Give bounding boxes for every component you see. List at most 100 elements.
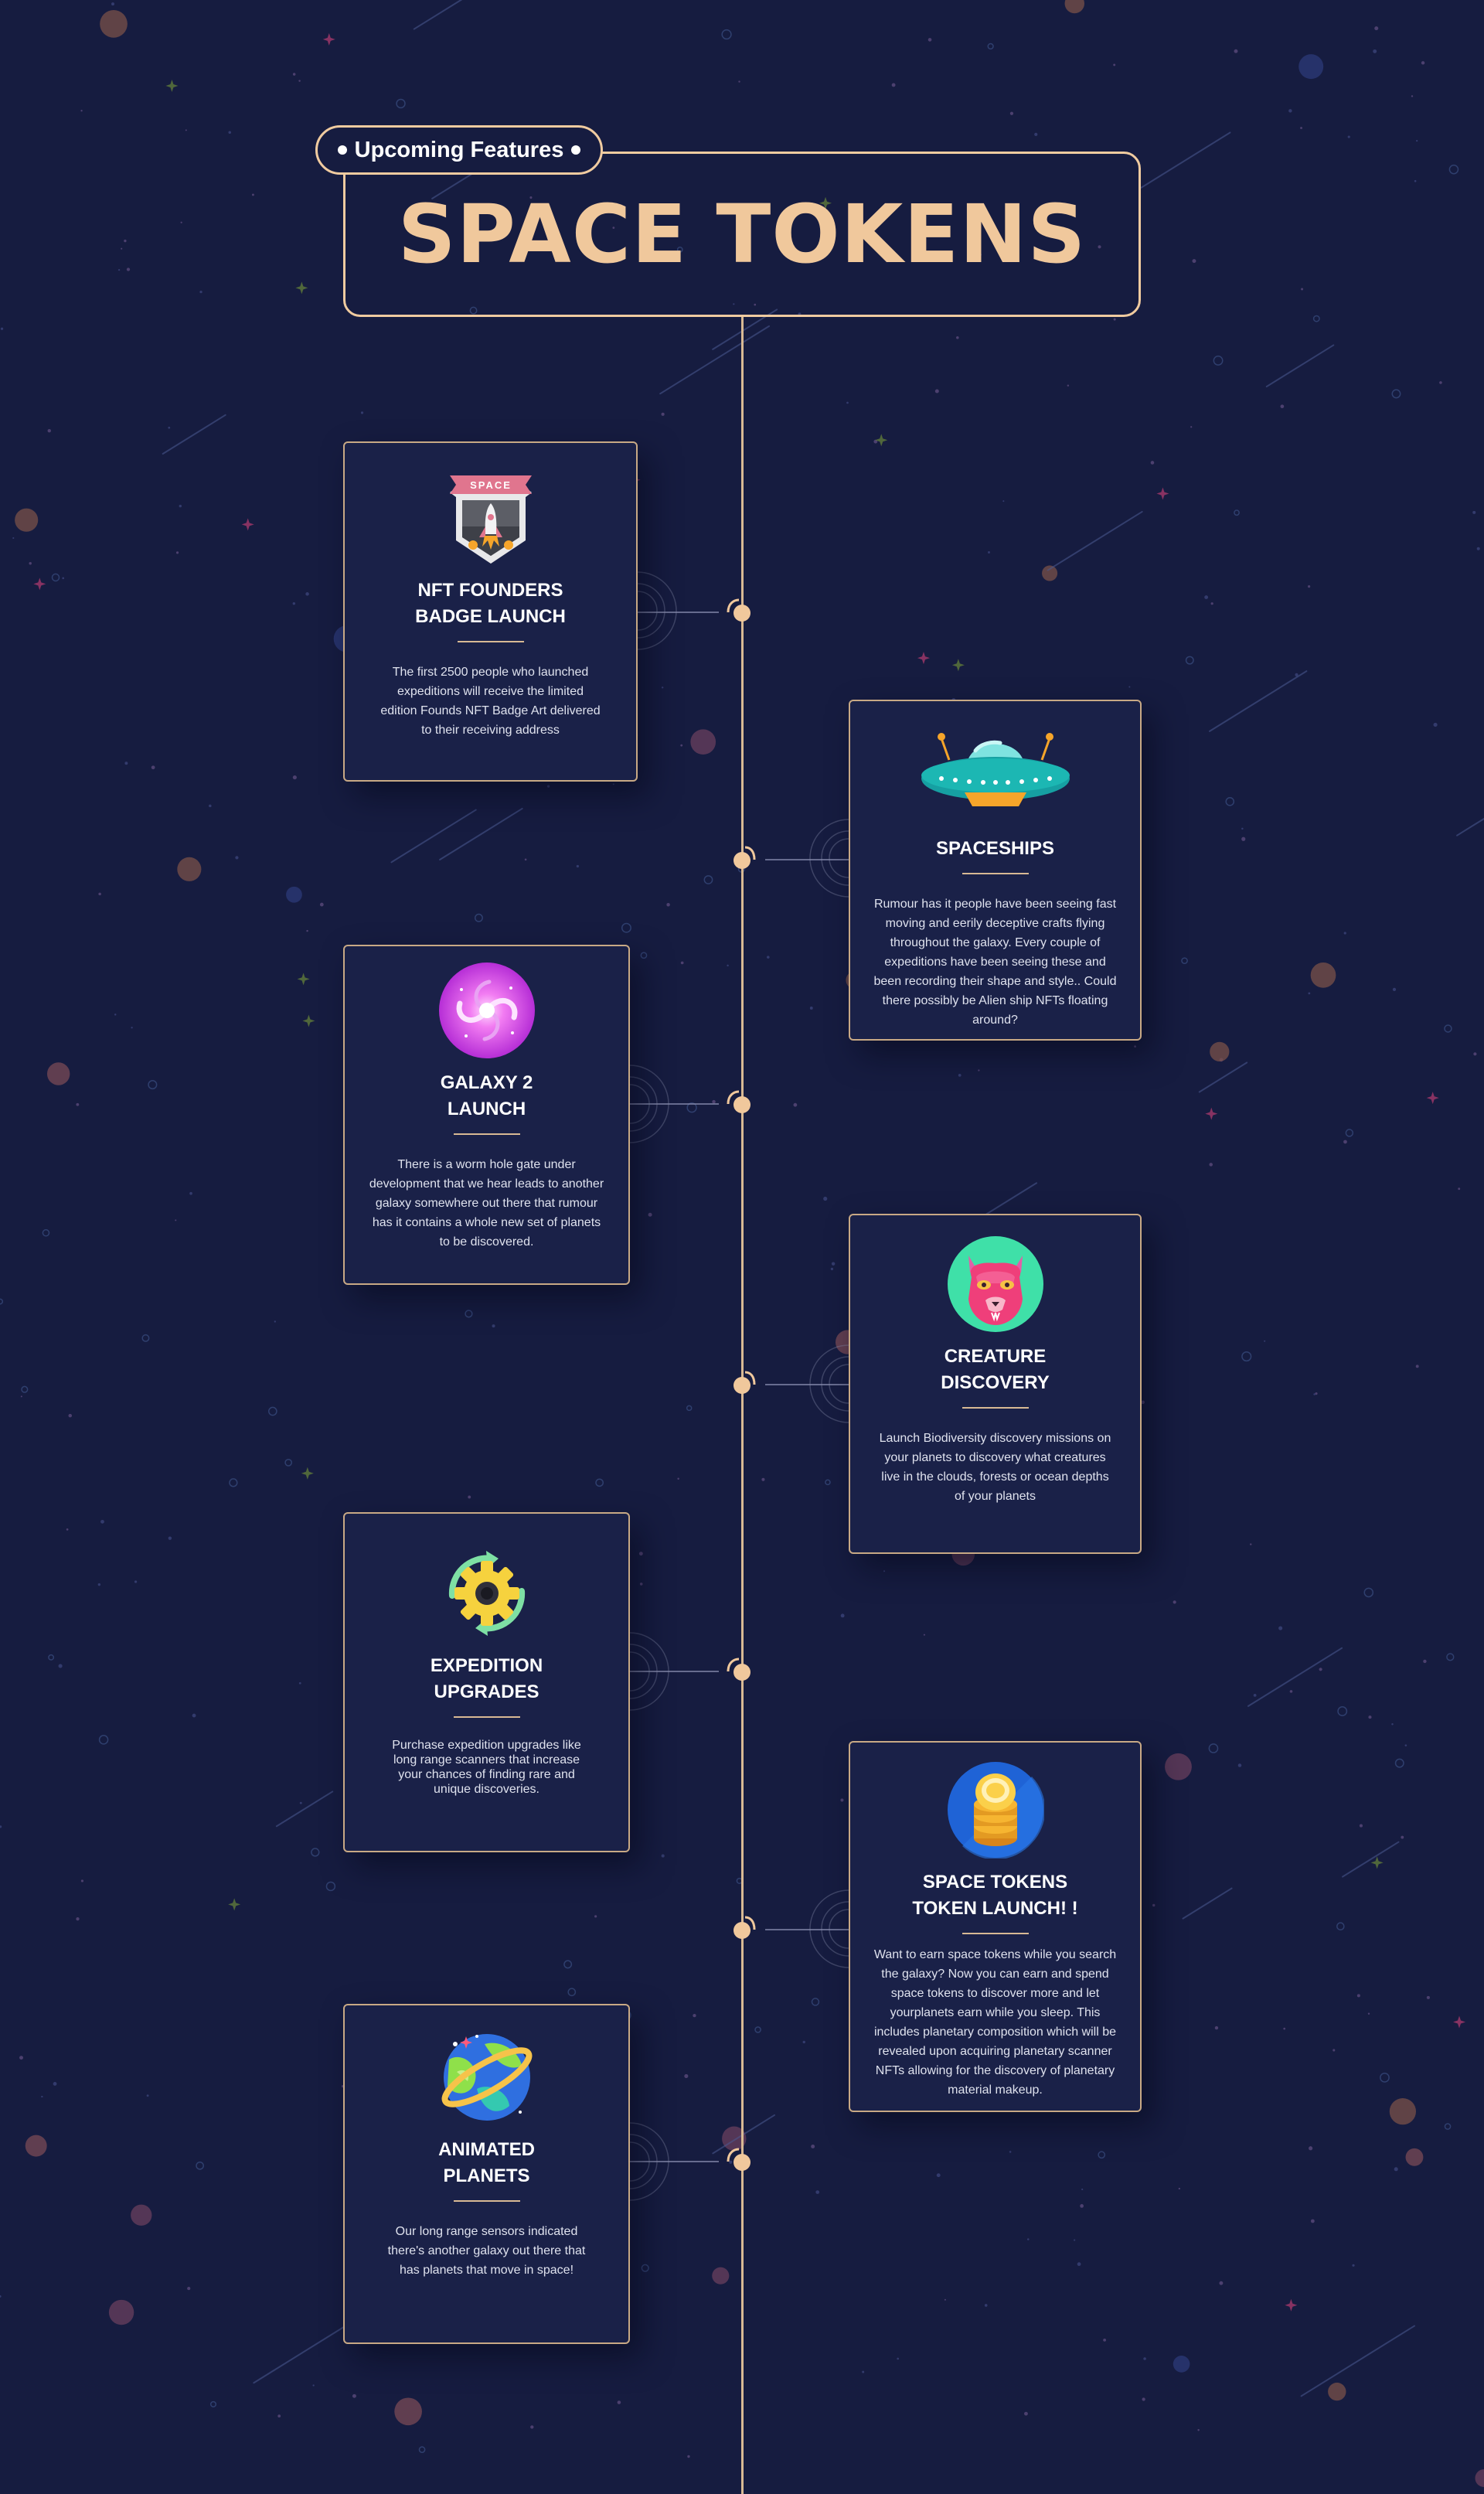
star <box>1283 2027 1286 2030</box>
star <box>1363 1587 1374 1598</box>
star <box>1141 1400 1145 1405</box>
star <box>1152 1903 1156 1907</box>
star <box>1205 1107 1218 1120</box>
star <box>41 2095 43 2098</box>
star <box>1074 2239 1076 2241</box>
star <box>162 414 226 455</box>
star <box>761 1477 765 1481</box>
star <box>1047 510 1143 571</box>
star <box>1337 1706 1348 1716</box>
star <box>1370 1856 1384 1869</box>
star <box>76 1102 80 1106</box>
star <box>1241 836 1246 841</box>
star <box>1098 245 1101 249</box>
timeline-node <box>733 1922 751 1939</box>
star <box>114 1014 117 1016</box>
star <box>1156 487 1169 500</box>
star <box>131 1027 133 1029</box>
star <box>873 439 878 444</box>
star <box>1225 797 1235 806</box>
creature-icon <box>947 1236 1043 1332</box>
star <box>830 1267 834 1271</box>
star <box>97 1583 101 1586</box>
star <box>177 857 202 881</box>
star <box>42 1228 50 1237</box>
title-divider <box>453 1133 520 1135</box>
star <box>1368 1715 1372 1719</box>
star <box>1404 1744 1407 1746</box>
star <box>1198 1061 1248 1093</box>
star <box>305 592 309 596</box>
star <box>1204 595 1209 600</box>
star <box>1165 1753 1192 1780</box>
star <box>811 2144 815 2148</box>
star <box>1265 344 1335 388</box>
star <box>1181 957 1188 965</box>
star <box>754 2026 761 2033</box>
star <box>680 744 683 747</box>
title-divider <box>962 873 1029 874</box>
star <box>712 2267 730 2284</box>
star <box>80 1879 84 1882</box>
star <box>1250 1543 1252 1545</box>
star <box>1210 1041 1230 1061</box>
star <box>1298 54 1324 80</box>
star <box>1374 26 1379 31</box>
star <box>1356 1994 1360 1998</box>
star <box>530 2425 534 2429</box>
star <box>306 929 308 932</box>
star <box>229 1478 238 1487</box>
star <box>1342 1841 1400 1878</box>
star <box>301 1467 314 1480</box>
star <box>319 902 324 907</box>
star <box>1309 2146 1313 2151</box>
star <box>1389 2098 1417 2125</box>
star <box>648 1212 652 1217</box>
timeline-spine <box>741 317 744 2494</box>
star <box>1401 1835 1404 1839</box>
star <box>0 1825 2 1828</box>
star <box>958 1074 962 1077</box>
feature-description: Our long range sensors indicated there's… <box>387 2225 586 2277</box>
feature-title: ANIMATED PLANETS <box>438 2139 535 2186</box>
star <box>396 98 406 109</box>
star <box>1288 109 1292 113</box>
coin-stack-icon <box>947 1762 1044 1859</box>
feature-card-spaceships: SPACESHIPS Rumour has it people have bee… <box>849 700 1142 1041</box>
star <box>659 325 771 395</box>
star <box>1394 2167 1398 2172</box>
star <box>666 902 670 907</box>
star <box>1178 2187 1181 2190</box>
star <box>352 2393 356 2398</box>
feature-description: The first 2500 people who launched exped… <box>380 666 601 737</box>
star <box>1319 1668 1322 1671</box>
star <box>1446 1653 1455 1661</box>
feature-description: Purchase expedition upgrades like long r… <box>392 1739 581 1796</box>
star <box>640 952 648 959</box>
star <box>185 129 187 131</box>
star <box>1416 140 1418 142</box>
star <box>1134 1045 1136 1048</box>
galaxy-icon <box>438 963 535 1058</box>
star <box>846 401 849 404</box>
star <box>677 1477 679 1480</box>
star <box>984 2304 988 2307</box>
star <box>621 922 631 933</box>
feature-card-galaxy-2-launch: GALAXY 2 LAUNCH There is a worm hole gat… <box>343 945 630 1285</box>
star <box>840 1613 845 1618</box>
star <box>100 10 128 38</box>
star <box>1278 1626 1283 1630</box>
star <box>676 246 683 253</box>
ufo-icon <box>921 733 1070 806</box>
star <box>1414 179 1417 182</box>
star <box>175 1219 177 1221</box>
star <box>1426 1092 1439 1105</box>
star <box>100 1519 104 1524</box>
star <box>917 652 930 665</box>
star <box>729 2160 733 2164</box>
star <box>819 196 832 210</box>
star <box>1310 2219 1315 2223</box>
star <box>1241 1351 1252 1362</box>
star <box>1213 355 1224 366</box>
feature-card-expedition-upgrades: EXPEDITION UPGRADES Purchase expedition … <box>343 1512 630 1852</box>
